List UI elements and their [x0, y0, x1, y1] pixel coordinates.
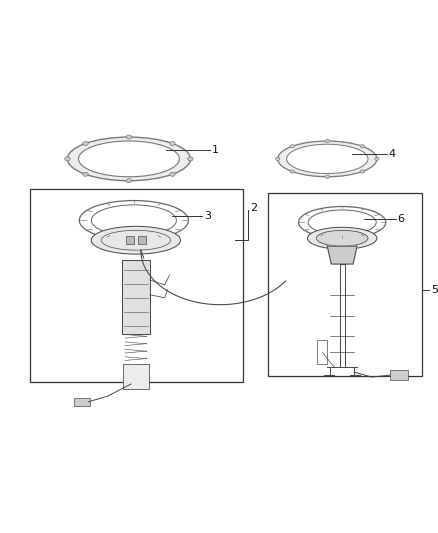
Ellipse shape — [83, 172, 88, 176]
Text: 5: 5 — [431, 285, 438, 295]
Ellipse shape — [360, 144, 364, 148]
Ellipse shape — [290, 170, 294, 173]
Ellipse shape — [170, 172, 175, 176]
Bar — [138, 236, 146, 244]
Bar — [74, 398, 90, 406]
Ellipse shape — [325, 140, 329, 143]
Bar — [126, 236, 134, 244]
Ellipse shape — [65, 157, 70, 161]
Ellipse shape — [276, 157, 280, 160]
Text: 1: 1 — [212, 145, 219, 155]
Text: 2: 2 — [250, 204, 257, 214]
Bar — [268, 192, 421, 376]
Bar — [30, 189, 243, 382]
Ellipse shape — [307, 227, 377, 249]
Ellipse shape — [91, 227, 180, 254]
Bar — [318, 341, 327, 364]
Ellipse shape — [290, 144, 294, 148]
Ellipse shape — [374, 157, 379, 160]
Ellipse shape — [126, 135, 132, 139]
Ellipse shape — [187, 157, 193, 161]
Ellipse shape — [325, 175, 329, 179]
Polygon shape — [67, 137, 191, 181]
Ellipse shape — [360, 170, 364, 173]
Ellipse shape — [316, 230, 368, 246]
Bar — [122, 260, 150, 334]
Text: 3: 3 — [204, 212, 211, 221]
Ellipse shape — [83, 141, 88, 146]
Polygon shape — [327, 246, 357, 264]
Text: 6: 6 — [398, 214, 405, 224]
Text: 4: 4 — [389, 149, 396, 158]
Bar — [390, 370, 408, 380]
Ellipse shape — [126, 179, 132, 183]
Ellipse shape — [170, 141, 175, 146]
Polygon shape — [278, 141, 377, 177]
Bar — [123, 364, 149, 389]
